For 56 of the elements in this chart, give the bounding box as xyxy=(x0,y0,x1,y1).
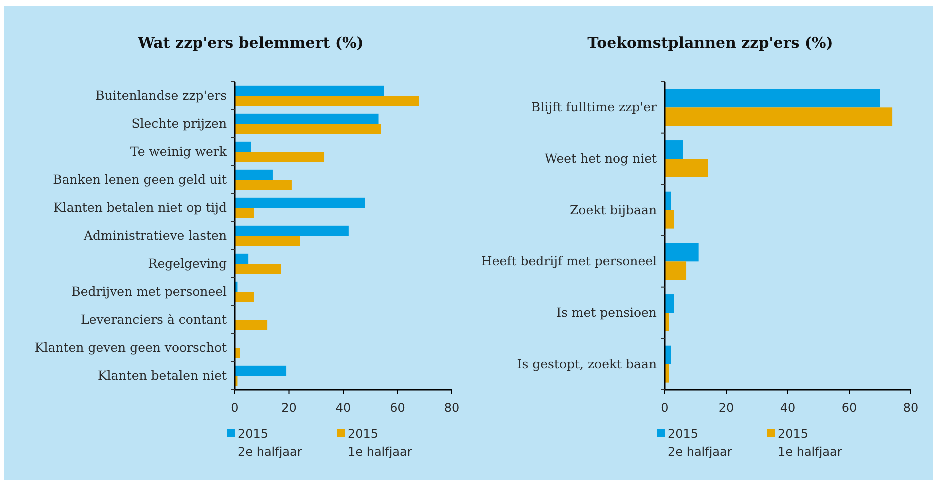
x-tick-label: 20 xyxy=(718,401,734,415)
bar xyxy=(235,86,384,96)
x-tick-label: 80 xyxy=(444,401,460,415)
legend-label: 2015 1e halfjaar xyxy=(348,427,412,459)
bar xyxy=(235,254,249,264)
x-tick-label: 40 xyxy=(780,401,796,415)
chart-title: Wat zzp'ers belemmert (%) xyxy=(137,34,364,52)
x-tick-label: 80 xyxy=(903,401,919,415)
bar xyxy=(235,152,325,162)
y-tick-label: Is met pensioen xyxy=(556,305,657,320)
y-tick-label: Te weinig werk xyxy=(130,144,228,159)
bar xyxy=(665,159,708,178)
y-tick-label: Heeft bedrijf met personeel xyxy=(481,254,657,269)
y-tick-label: Banken lenen geen geld uit xyxy=(53,172,227,187)
x-tick-label: 0 xyxy=(231,401,239,415)
bar xyxy=(235,170,273,180)
bar xyxy=(235,236,300,246)
bar xyxy=(235,292,254,302)
bar xyxy=(235,208,254,218)
x-tick-label: 40 xyxy=(336,401,352,415)
bar xyxy=(665,108,893,126)
x-tick-label: 60 xyxy=(842,401,858,415)
bar xyxy=(235,114,379,124)
legend-label: 2015 1e halfjaar xyxy=(778,427,842,459)
y-tick-label: Weet het nog niet xyxy=(544,151,657,166)
x-tick-label: 20 xyxy=(282,401,297,415)
y-tick-label: Klanten betalen niet xyxy=(98,368,227,383)
y-tick-label: Klanten geven geen voorschot xyxy=(34,340,227,355)
y-tick-label: Zoekt bijbaan xyxy=(570,202,657,218)
bar xyxy=(235,180,292,190)
y-tick-label: Is gestopt, zoekt baan xyxy=(517,356,657,372)
y-tick-label: Buitenlandse zzp'ers xyxy=(96,88,227,103)
bar xyxy=(235,124,382,134)
bar xyxy=(235,264,282,274)
chart-title: Toekomstplannen zzp'ers (%) xyxy=(588,34,834,52)
y-tick-label: Klanten betalen niet op tijd xyxy=(54,200,227,215)
legend-label: 2015 2e halfjaar xyxy=(668,427,732,459)
bar xyxy=(665,262,687,280)
bar xyxy=(665,89,880,108)
bar xyxy=(665,140,684,159)
legend-label: 2015 2e halfjaar xyxy=(238,427,302,459)
bar xyxy=(235,142,252,152)
y-tick-label: Regelgeving xyxy=(148,256,227,271)
bar xyxy=(235,320,268,330)
y-tick-label: Blijft fulltime zzp'er xyxy=(531,100,658,115)
y-tick-label: Bedrijven met personeel xyxy=(72,284,227,299)
bar xyxy=(235,198,366,208)
bar xyxy=(235,366,287,376)
y-tick-label: Slechte prijzen xyxy=(132,116,227,131)
bar xyxy=(235,226,349,236)
y-tick-label: Administratieve lasten xyxy=(83,228,227,243)
bar xyxy=(235,96,420,106)
x-tick-label: 60 xyxy=(390,401,406,415)
bar xyxy=(665,243,699,262)
y-tick-label: Leveranciers à contant xyxy=(81,312,227,327)
x-tick-label: 0 xyxy=(661,401,669,415)
